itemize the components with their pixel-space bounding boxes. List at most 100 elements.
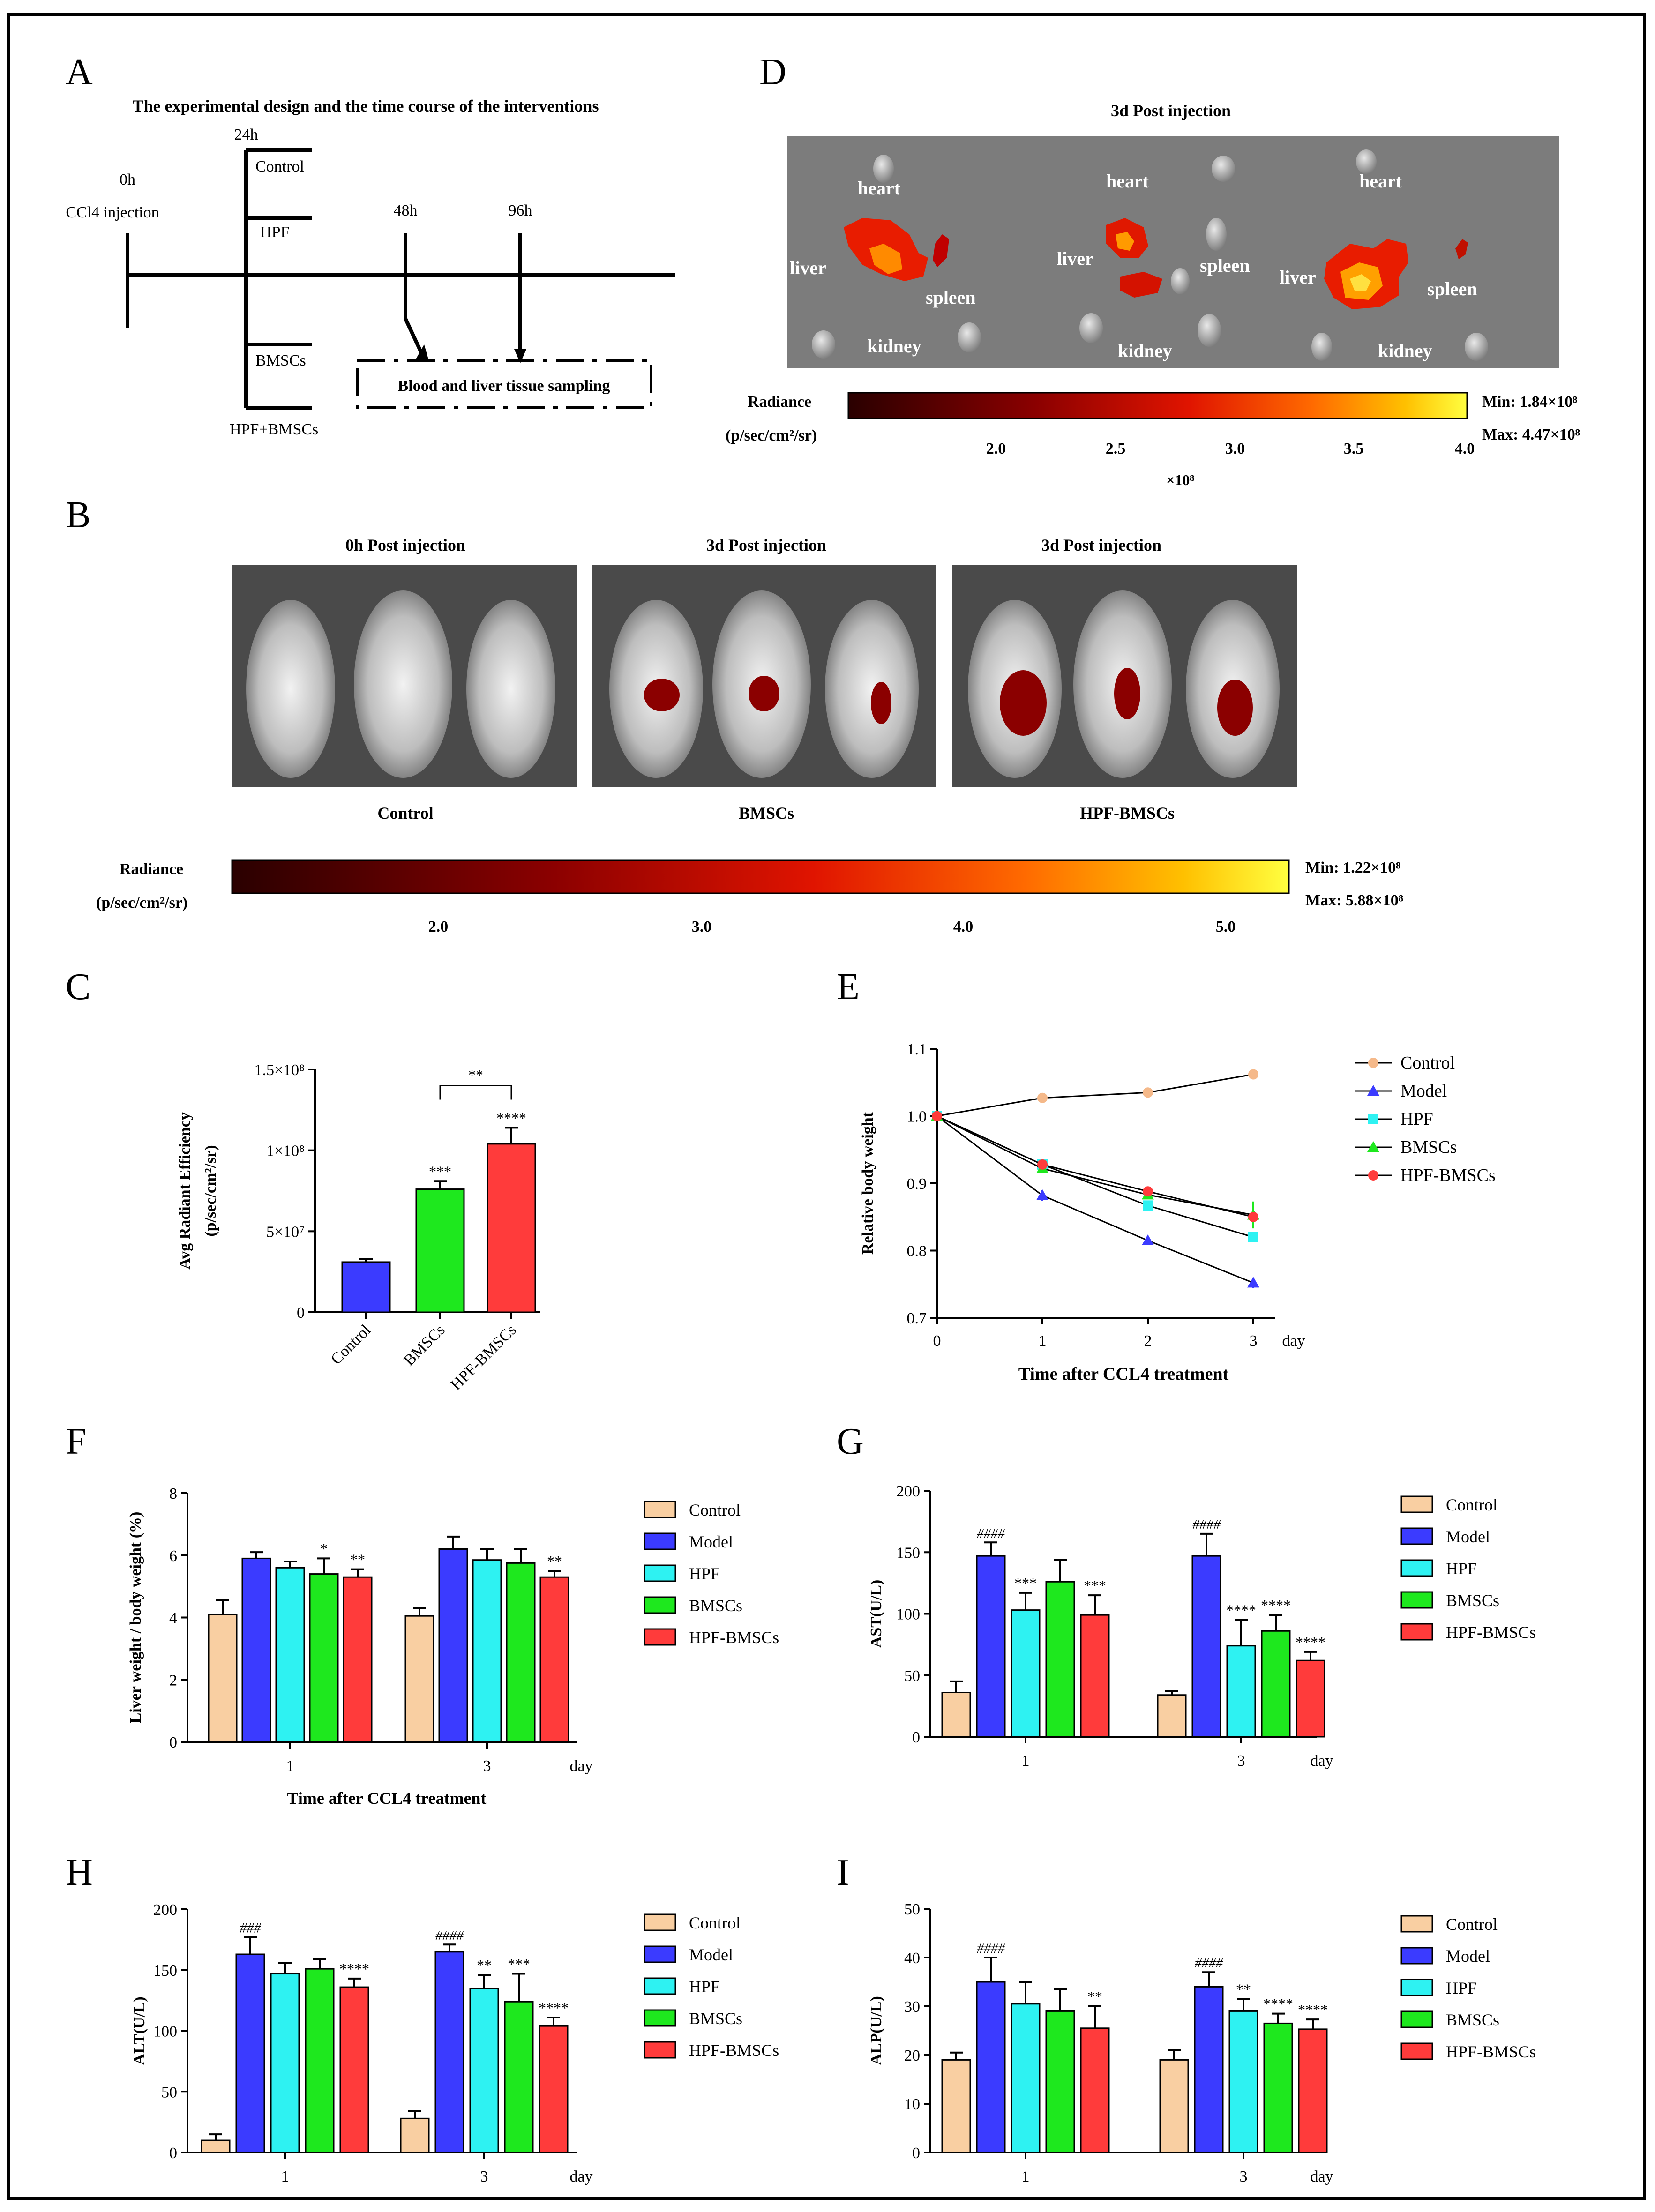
y-tick-label: 150 (153, 1962, 177, 1980)
svg-text:heart: heart (858, 178, 901, 199)
legend-swatch (1400, 1591, 1433, 1609)
y-tick-label: 1.5×10⁸ (254, 1061, 305, 1079)
legend-swatch (644, 1532, 676, 1550)
panel-a: A The experimental design and the time c… (66, 52, 675, 438)
y-tick-label: 1.1 (907, 1041, 927, 1058)
legend-label: HPF (689, 1977, 720, 1996)
svg-text:2.0: 2.0 (986, 440, 1006, 457)
bar-hpf (1011, 2003, 1041, 2153)
y-axis-label: Liver weight / body weight (%) (127, 1512, 144, 1724)
y-tick-label: 5×10⁷ (266, 1223, 305, 1241)
bar-hpf (1226, 1645, 1256, 1738)
d-colorbar-ticks: 2.0 2.5 3.0 3.5 4.0 (986, 440, 1475, 457)
data-point-hpf-bmscs (932, 1111, 942, 1121)
legend-label: HPF (1446, 1979, 1477, 1997)
legend-marker (1368, 1058, 1378, 1068)
bar-bmscs (415, 1188, 465, 1313)
time-48h: 48h (394, 202, 418, 219)
bar-control (208, 1614, 238, 1743)
x-unit-label: day (1310, 2168, 1333, 2185)
y-tick-label: 50 (904, 1901, 920, 1918)
data-point-control (1037, 1092, 1048, 1103)
panel-c-letter: C (66, 966, 90, 1008)
x-axis-label: Time after CCL4 treatment (1018, 1364, 1229, 1384)
data-point-hpf (1248, 1232, 1258, 1242)
bar-hpf (1011, 1609, 1041, 1738)
svg-text:5.0: 5.0 (1216, 918, 1236, 935)
x-axis-label: Time after CCL4 treatment (287, 1789, 487, 1808)
significance-label: **** (1226, 1602, 1256, 1619)
y-tick-label: 0 (912, 1729, 920, 1746)
legend-label: Model (689, 1532, 733, 1551)
b-group-control: Control (377, 804, 433, 822)
panel-f-letter: F (66, 1421, 87, 1462)
data-point-hpf-bmscs (1248, 1211, 1258, 1222)
significance-label: *** (508, 1956, 530, 1973)
time-0h: 0h (120, 171, 135, 188)
bar-model (235, 1953, 265, 2153)
y-tick-label: 0 (169, 2145, 177, 2162)
group-control-label: Control (255, 158, 304, 175)
bar-model (976, 1981, 1006, 2153)
y-tick-label: 200 (153, 1901, 177, 1919)
y-tick-label: 20 (904, 2047, 920, 2064)
legend-swatch (644, 2041, 676, 2059)
x-unit-label: day (569, 1757, 592, 1775)
b-colorbar-ticks: 2.0 3.0 4.0 5.0 (428, 918, 1236, 935)
y-tick-label: 4 (169, 1610, 177, 1627)
d-max: Max: 4.47×10⁸ (1482, 426, 1580, 443)
bar-control (341, 1261, 391, 1313)
y-tick-label: 100 (153, 2023, 177, 2040)
b-radiance-label: Radiance (120, 860, 183, 878)
y-tick-label: 0.7 (907, 1310, 927, 1327)
legend-label: BMSCs (1446, 2010, 1499, 2029)
significance-label: *** (429, 1163, 451, 1180)
y-tick-label: 1×10⁸ (266, 1143, 305, 1160)
bar-model (241, 1557, 271, 1743)
legend-marker (1368, 1114, 1378, 1124)
series-line-model (936, 1115, 1254, 1284)
legend-swatch (644, 2009, 676, 2027)
y-tick-label: 50 (161, 2084, 177, 2101)
data-point-model (1142, 1234, 1154, 1245)
bar-hpf (270, 1973, 300, 2153)
significance-label: #### (1195, 1955, 1223, 1971)
b-group-hpf-bmscs: HPF-BMSCs (1080, 804, 1175, 822)
bar-model (438, 1548, 468, 1743)
x-unit-label: day (1282, 1332, 1305, 1350)
legend-label: HPF-BMSCs (1400, 1166, 1496, 1185)
y-axis-label: Avg Radiant Efficiency (176, 1112, 194, 1270)
legend-swatch (1400, 1495, 1433, 1513)
svg-text:heart: heart (1106, 171, 1149, 192)
bar-hpf-bmscs (487, 1143, 536, 1313)
svg-text:spleen: spleen (926, 287, 976, 308)
legend-marker (1368, 1170, 1378, 1181)
significance-label: *** (1084, 1577, 1106, 1594)
x-tick-label: 1 (1022, 1752, 1030, 1770)
d-colorbar (847, 392, 1468, 419)
legend-label: Model (689, 1945, 733, 1964)
b-image-title-3: 3d Post injection (1041, 536, 1161, 554)
y-tick-label: 10 (904, 2096, 920, 2113)
bar-bmscs (1045, 2010, 1075, 2153)
significance-label: ** (547, 1553, 562, 1569)
significance-label: *** (1014, 1575, 1037, 1592)
x-tick-label: 3 (1240, 2168, 1248, 2185)
significance-label: **** (1296, 1634, 1325, 1651)
bar-model (1194, 1986, 1224, 2153)
bar-model (434, 1951, 464, 2153)
significance-label: #### (977, 1941, 1005, 1956)
data-point-hpf-bmscs (1037, 1159, 1048, 1170)
significance-label: #### (435, 1928, 464, 1943)
legend-swatch (644, 1564, 676, 1582)
legend-label: HPF-BMSCs (689, 1628, 779, 1647)
bar-bmscs (1045, 1581, 1075, 1738)
x-tick-label: 3 (480, 2168, 488, 2185)
bar-hpf (472, 1559, 502, 1743)
significance-label: **** (496, 1109, 526, 1126)
y-tick-label: 0 (297, 1304, 305, 1322)
